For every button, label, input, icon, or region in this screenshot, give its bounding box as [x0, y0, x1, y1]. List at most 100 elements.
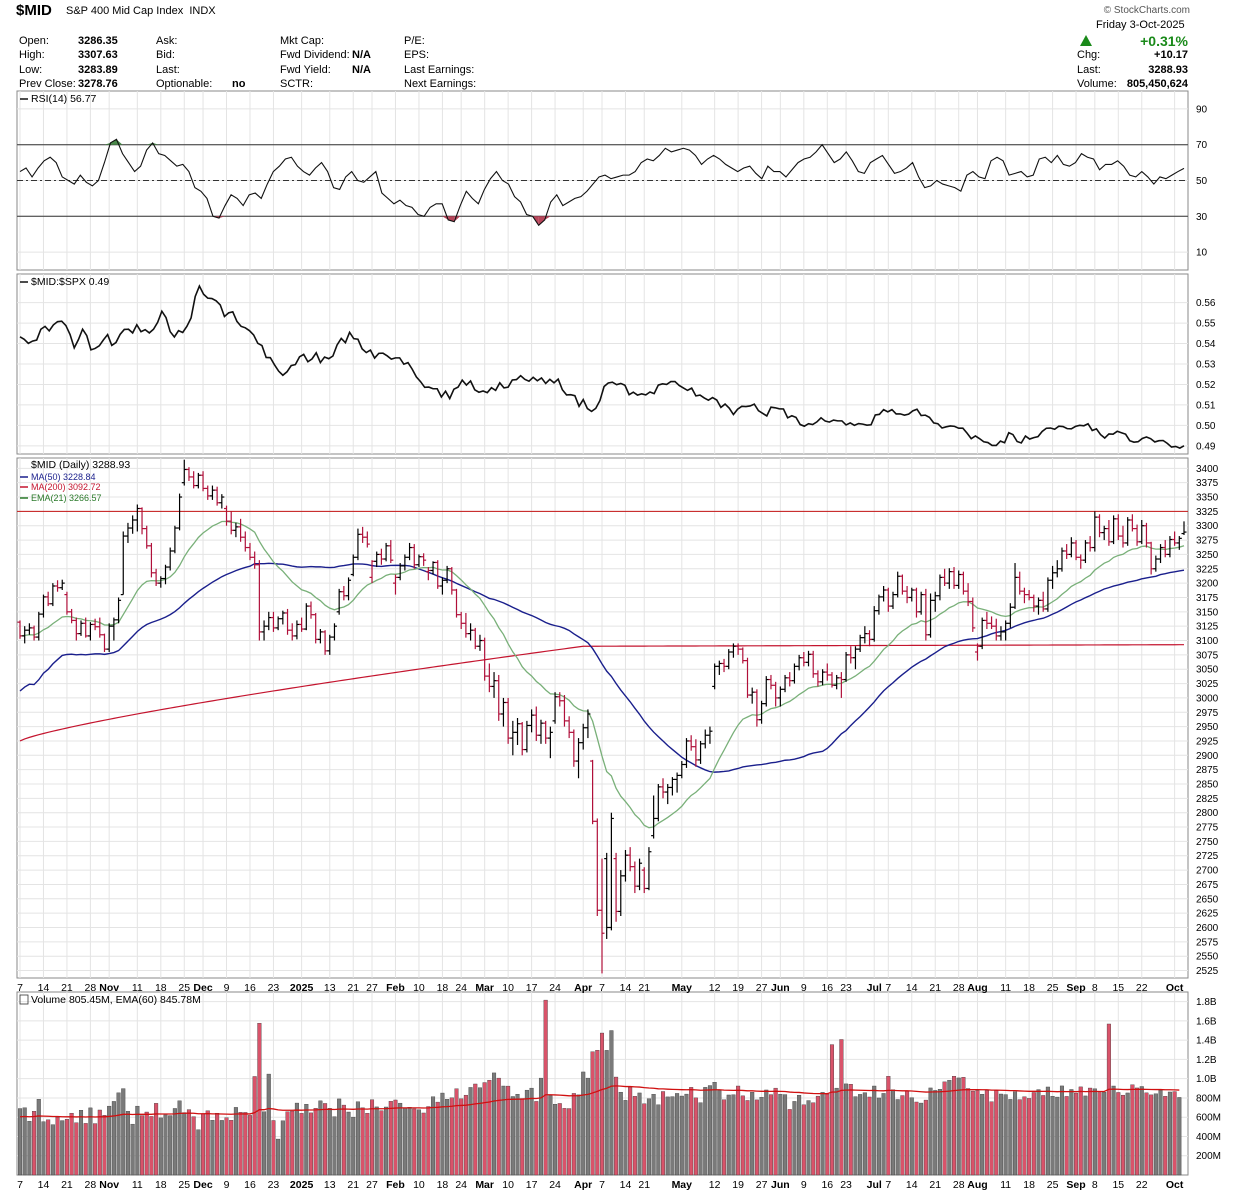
ohlc-bar	[1143, 522, 1149, 548]
volume-bar	[1003, 1094, 1008, 1176]
ohlc-bar	[106, 623, 112, 652]
ohlc-bar	[303, 603, 309, 631]
volume-bar	[393, 1099, 398, 1176]
ohlc-bar	[289, 623, 295, 641]
quote-label-fwd-dividend: Fwd Dividend:	[280, 49, 350, 61]
volume-bar	[252, 1076, 257, 1176]
volume-bar	[585, 1077, 590, 1176]
volume-title: Volume 805.45M, EMA(60) 845.78M	[31, 994, 201, 1006]
ohlc-bar	[1050, 565, 1056, 589]
volume-bar	[1031, 1092, 1036, 1176]
x-tick-label: Feb	[386, 982, 405, 994]
x-tick-label: 21	[638, 1179, 650, 1191]
quote-label-prev-close: Prev Close:	[19, 78, 76, 90]
ohlc-bar	[233, 522, 239, 538]
volume-bar	[426, 1106, 431, 1176]
ohlc-bar	[130, 515, 136, 534]
x-tick-label: Apr	[574, 982, 592, 994]
rsi-overbought-fill	[152, 142, 159, 145]
ohlc-bar	[651, 795, 657, 839]
ohlc-bar	[195, 472, 201, 489]
x-tick-label: 18	[437, 1179, 449, 1191]
ohlc-bar	[510, 720, 516, 756]
volume-bar	[1055, 1096, 1060, 1176]
volume-bar	[703, 1087, 708, 1176]
ohlc-bar	[341, 585, 347, 601]
ohlc-bar	[500, 697, 506, 727]
volume-bar	[754, 1099, 759, 1176]
ohlc-bar	[364, 531, 370, 548]
y-tick-label: 0.53	[1196, 360, 1216, 371]
y-tick-label: 2625	[1196, 909, 1219, 920]
volume-bar	[463, 1094, 468, 1176]
volume-bar	[454, 1088, 459, 1176]
ohlc-bar	[721, 658, 727, 673]
y-tick-label: 1.8B	[1196, 997, 1217, 1008]
x-tick-label: 10	[413, 982, 425, 994]
ma50-line	[19, 562, 1185, 773]
volume-bar	[468, 1087, 473, 1176]
rsi-line	[19, 138, 1185, 227]
y-tick-label: 3150	[1196, 607, 1219, 618]
volume-bar	[942, 1081, 947, 1176]
volume-bar	[421, 1112, 426, 1176]
volume-bar	[294, 1102, 299, 1176]
volume-bar	[308, 1112, 314, 1176]
volume-bar	[984, 1090, 989, 1176]
volume-bar	[285, 1111, 290, 1176]
volume-bar	[224, 1117, 229, 1176]
ohlc-bar	[1017, 571, 1023, 595]
ohlc-bar	[867, 630, 873, 647]
volume-bar	[163, 1114, 168, 1176]
volume-bar	[712, 1082, 717, 1176]
ohlc-bar	[1003, 620, 1009, 641]
ohlc-bar	[64, 591, 70, 615]
ohlc-bar	[604, 852, 610, 939]
x-tick-label: 14	[906, 982, 918, 994]
volume-bar	[520, 1098, 525, 1176]
y-tick-label: 3375	[1196, 478, 1219, 489]
ohlc-bar	[214, 486, 220, 506]
ohlc-bar	[956, 570, 962, 589]
quote-value-fwd-yield: N/A	[352, 64, 371, 76]
quote-value-open: 3286.35	[78, 35, 118, 47]
ohlc-bar	[163, 564, 168, 585]
volume-bar	[890, 1089, 896, 1176]
y-tick-label: 50	[1196, 176, 1208, 187]
ohlc-bar	[392, 574, 398, 595]
x-tick-label: 18	[155, 982, 167, 994]
ohlc-bar	[468, 623, 474, 641]
volume-bar	[529, 1087, 534, 1176]
ohlc-bar	[116, 597, 122, 624]
ohlc-bar	[425, 567, 431, 581]
ohlc-bar	[83, 617, 89, 638]
ohlc-bar	[683, 738, 689, 768]
volume-bar	[538, 1077, 543, 1176]
x-tick-label: 15	[1112, 1179, 1124, 1191]
ohlc-bar	[852, 646, 858, 670]
volume-bar	[210, 1120, 215, 1176]
x-tick-label: Jul	[867, 982, 882, 994]
volume-bar	[806, 1100, 811, 1176]
volume-bar	[923, 1099, 928, 1176]
ohlc-bar	[735, 643, 741, 655]
ohlc-bar	[1181, 521, 1187, 535]
volume-bar	[229, 1120, 234, 1176]
rsi-oversold-fill	[544, 216, 551, 220]
ohlc-bar	[763, 676, 769, 707]
x-tick-label: Oct	[1166, 982, 1184, 994]
ohlc-bar	[383, 542, 389, 562]
x-tick-label: 23	[840, 1179, 852, 1191]
x-tick-label: 21	[347, 1179, 359, 1191]
volume-bar	[97, 1109, 102, 1176]
ratio-line	[19, 284, 1185, 449]
x-tick-label: 27	[366, 982, 378, 994]
volume-bar	[445, 1099, 450, 1176]
ohlc-bar	[730, 643, 736, 658]
ohlc-bar	[1167, 536, 1173, 558]
change-percent: +0.31%	[1140, 33, 1188, 49]
x-tick-label: 11	[1000, 1179, 1011, 1191]
volume-bar	[952, 1076, 957, 1176]
x-tick-label: Dec	[193, 1179, 212, 1191]
x-tick-label: 25	[1047, 1179, 1059, 1191]
